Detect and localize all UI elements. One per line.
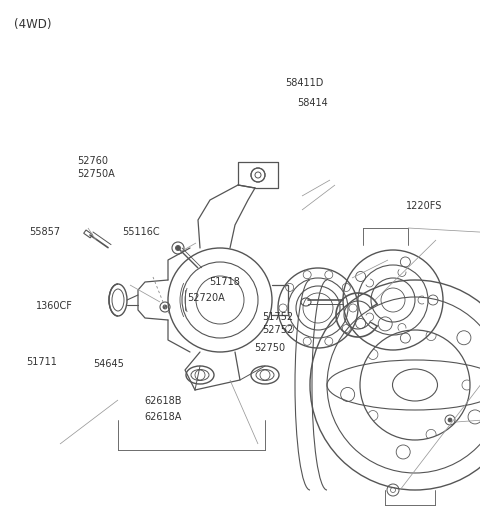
Text: 51711: 51711 [26,357,57,366]
Circle shape [163,305,167,309]
Bar [84,230,93,238]
Text: 52760: 52760 [77,156,108,166]
Text: 62618B: 62618B [144,397,181,406]
Text: 52750A: 52750A [77,169,115,179]
Circle shape [176,246,180,250]
Text: 52720A: 52720A [187,294,225,303]
Text: 51718: 51718 [209,278,240,287]
Text: 1360CF: 1360CF [36,301,73,311]
Text: 1220FS: 1220FS [406,201,442,211]
Circle shape [448,418,452,422]
Text: 55857: 55857 [29,228,60,237]
Text: 58411D: 58411D [286,79,324,88]
Text: (4WD): (4WD) [14,18,51,31]
Text: 58414: 58414 [298,98,328,108]
Text: 62618A: 62618A [144,412,181,422]
Text: 51752: 51752 [263,312,294,322]
Text: 52750: 52750 [254,344,286,353]
Text: 52752: 52752 [263,325,294,335]
Text: 54645: 54645 [94,360,124,369]
Text: 55116C: 55116C [122,228,160,237]
